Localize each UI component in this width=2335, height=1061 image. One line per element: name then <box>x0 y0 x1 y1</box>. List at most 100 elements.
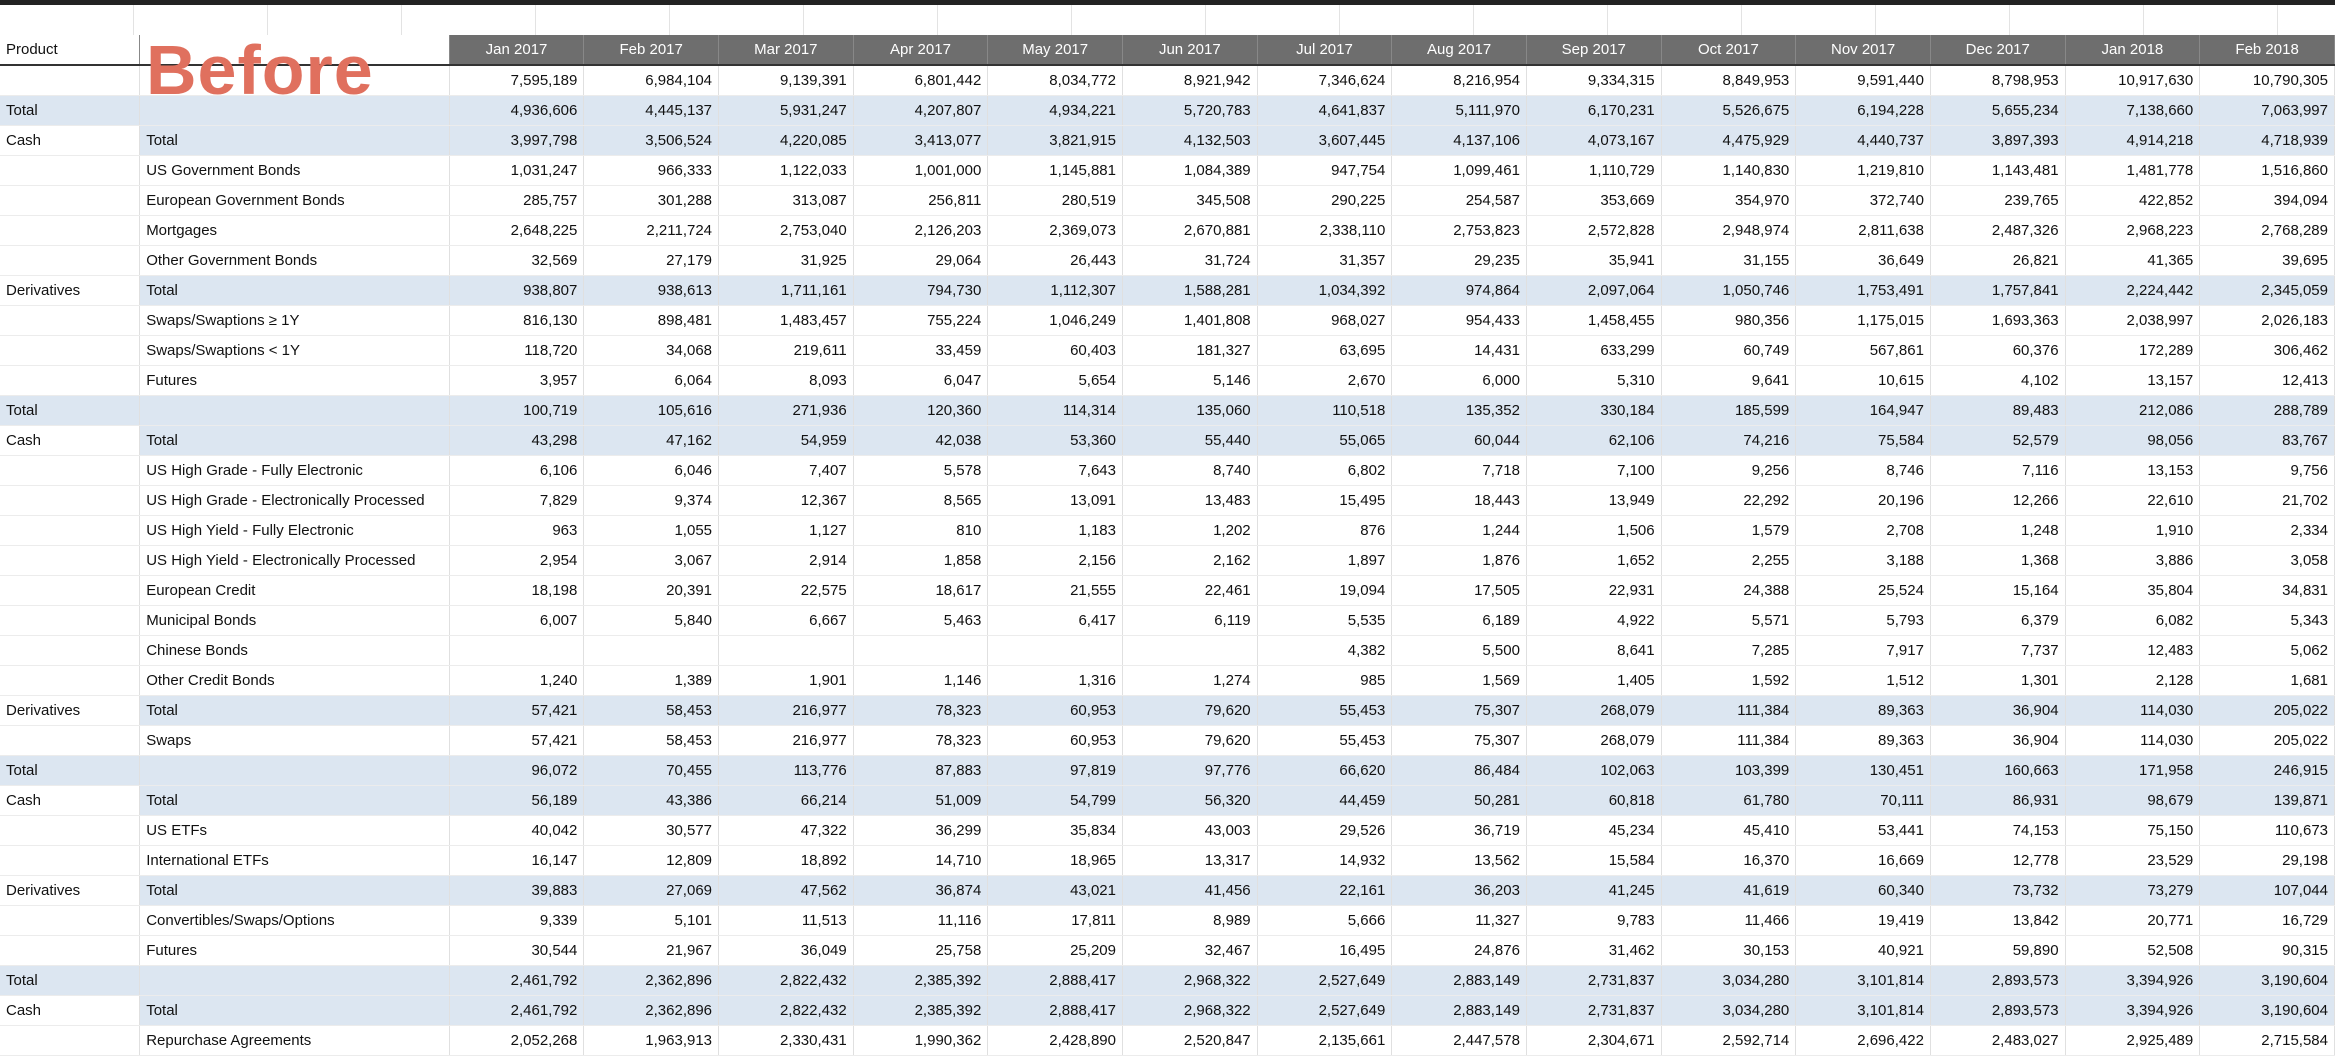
value-cell: 5,463 <box>853 605 989 636</box>
label-cell: Derivatives <box>0 875 141 906</box>
header-cell: Oct 2017 <box>1661 35 1797 66</box>
value-cell: 6,106 <box>449 455 585 486</box>
table-row: US Government Bonds 1,031,247 966,333 1,122… <box>0 155 2335 186</box>
value-cell: 3,821,915 <box>987 125 1123 156</box>
value-cell: 1,274 <box>1122 665 1258 696</box>
value-cell: 2,811,638 <box>1795 215 1931 246</box>
label-cell <box>139 395 450 426</box>
value-cell: 2,304,671 <box>1526 1025 1662 1056</box>
value-cell: 54,959 <box>718 425 854 456</box>
label-cell <box>0 605 141 636</box>
value-cell: 2,888,417 <box>987 965 1123 996</box>
value-cell: 60,340 <box>1795 875 1931 906</box>
value-cell: 111,384 <box>1661 695 1797 726</box>
value-cell: 1,183 <box>987 515 1123 546</box>
value-cell: 9,334,315 <box>1526 65 1662 96</box>
value-cell: 2,572,828 <box>1526 215 1662 246</box>
value-cell: 3,058 <box>2199 545 2335 576</box>
label-cell: Municipal Bonds <box>139 605 450 636</box>
value-cell: 1,248 <box>1930 515 2066 546</box>
value-cell: 31,462 <box>1526 935 1662 966</box>
value-cell: 11,466 <box>1661 905 1797 936</box>
value-cell: 13,153 <box>2065 455 2201 486</box>
value-cell: 3,101,814 <box>1795 965 1931 996</box>
value-cell: 898,481 <box>583 305 720 336</box>
value-cell: 7,346,624 <box>1257 65 1393 96</box>
value-cell: 268,079 <box>1526 725 1662 756</box>
value-cell: 1,001,000 <box>853 155 989 186</box>
value-cell: 40,042 <box>449 815 585 846</box>
header-cell <box>139 35 450 66</box>
value-cell: 2,925,489 <box>2065 1025 2201 1056</box>
value-cell: 31,724 <box>1122 245 1258 276</box>
value-cell: 30,577 <box>583 815 720 846</box>
header-cell: Aug 2017 <box>1391 35 1527 66</box>
value-cell: 2,461,792 <box>449 995 585 1026</box>
table-row: Total 96,072 70,455 113,776 87,883 97,819 97,7… <box>0 755 2335 786</box>
value-cell: 32,569 <box>449 245 585 276</box>
table-row: Other Credit Bonds 1,240 1,389 1,901 1,146 1,… <box>0 665 2335 696</box>
value-cell: 1,579 <box>1661 515 1797 546</box>
label-cell <box>139 95 450 126</box>
value-cell: 2,888,417 <box>987 995 1123 1026</box>
value-cell: 130,451 <box>1795 755 1931 786</box>
value-cell: 8,849,953 <box>1661 65 1797 96</box>
value-cell: 70,111 <box>1795 785 1931 816</box>
value-cell: 114,314 <box>987 395 1123 426</box>
value-cell: 3,997,798 <box>449 125 585 156</box>
value-cell: 2,126,203 <box>853 215 989 246</box>
value-cell: 75,150 <box>2065 815 2201 846</box>
value-cell: 12,266 <box>1930 485 2066 516</box>
label-cell <box>0 455 141 486</box>
value-cell: 633,299 <box>1526 335 1662 366</box>
value-cell: 1,990,362 <box>853 1025 989 1056</box>
label-cell <box>0 665 141 696</box>
value-cell: 876 <box>1257 515 1393 546</box>
value-cell: 7,829 <box>449 485 585 516</box>
value-cell: 755,224 <box>853 305 989 336</box>
label-cell: Mortgages <box>139 215 450 246</box>
header-row: Product Jan 2017 Feb 2017 Mar 2017 Apr 2017 M… <box>0 35 2335 66</box>
value-cell: 18,965 <box>987 845 1123 876</box>
value-cell: 2,893,573 <box>1930 965 2066 996</box>
value-cell: 8,093 <box>718 365 854 396</box>
value-cell: 2,948,974 <box>1661 215 1797 246</box>
value-cell: 4,641,837 <box>1257 95 1393 126</box>
value-cell: 12,809 <box>583 845 720 876</box>
value-cell: 2,822,432 <box>718 995 854 1026</box>
label-cell: Total <box>139 275 450 306</box>
value-cell: 974,864 <box>1391 275 1527 306</box>
value-cell: 3,394,926 <box>2065 995 2201 1026</box>
value-cell: 14,710 <box>853 845 989 876</box>
value-cell: 29,526 <box>1257 815 1393 846</box>
label-cell: Total <box>139 785 450 816</box>
value-cell: 83,767 <box>2199 425 2335 456</box>
value-cell: 422,852 <box>2065 185 2201 216</box>
value-cell: 2,461,792 <box>449 965 585 996</box>
value-cell: 2,708 <box>1795 515 1931 546</box>
label-cell: US High Yield - Fully Electronic <box>139 515 450 546</box>
label-cell <box>0 575 141 606</box>
label-cell: Cash <box>0 125 141 156</box>
value-cell: 8,034,772 <box>987 65 1123 96</box>
value-cell: 306,462 <box>2199 335 2335 366</box>
value-cell: 1,711,161 <box>718 275 854 306</box>
value-cell: 4,382 <box>1257 635 1393 666</box>
value-cell: 36,904 <box>1930 725 2066 756</box>
value-cell: 1,110,729 <box>1526 155 1662 186</box>
label-cell: International ETFs <box>139 845 450 876</box>
value-cell: 1,240 <box>449 665 585 696</box>
label-cell: Futures <box>139 365 450 396</box>
table-row: Swaps 57,421 58,453 216,977 78,323 60,953 79,6… <box>0 725 2335 756</box>
value-cell <box>583 635 720 666</box>
table-row: Futures 30,544 21,967 36,049 25,758 25,209 32,… <box>0 935 2335 966</box>
value-cell: 11,116 <box>853 905 989 936</box>
value-cell: 2,954 <box>449 545 585 576</box>
value-cell: 36,049 <box>718 935 854 966</box>
value-cell: 2,883,149 <box>1391 995 1527 1026</box>
value-cell: 4,137,106 <box>1391 125 1527 156</box>
value-cell: 301,288 <box>583 185 720 216</box>
value-cell: 2,592,714 <box>1661 1025 1797 1056</box>
value-cell: 7,595,189 <box>449 65 585 96</box>
value-cell: 8,740 <box>1122 455 1258 486</box>
